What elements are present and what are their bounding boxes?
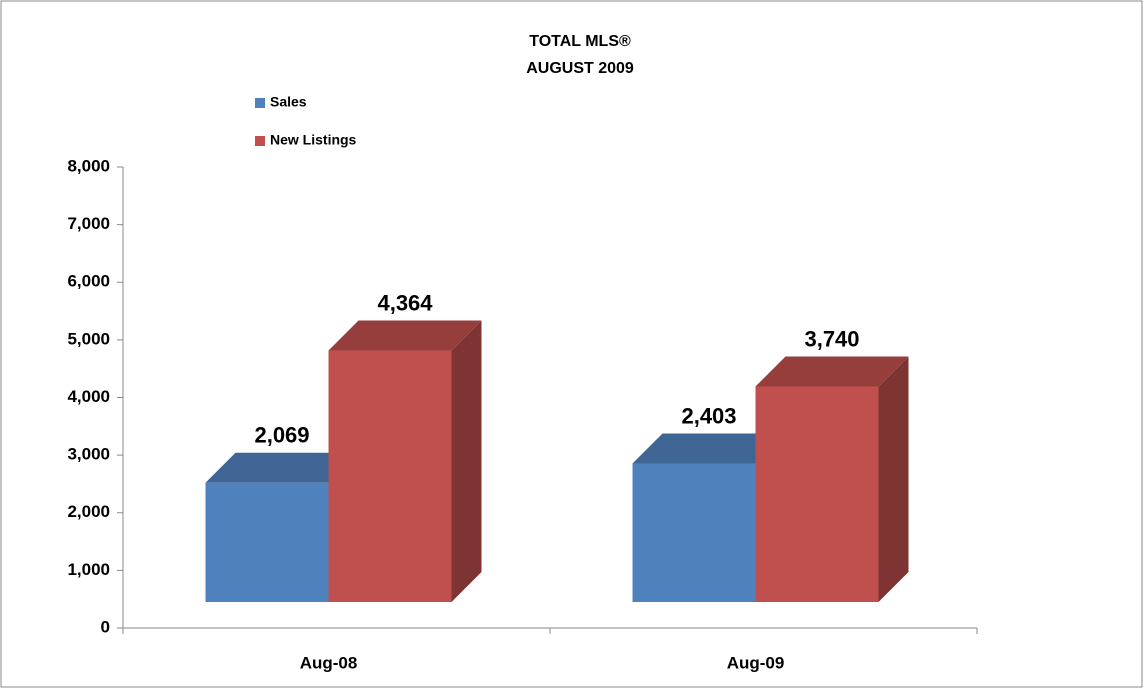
legend-swatch [255,136,265,146]
y-tick-label: 1,000 [67,560,110,579]
x-tick-label: Aug-09 [727,653,785,672]
bar [632,463,756,602]
y-tick-label: 7,000 [67,214,110,233]
y-tick-label: 2,000 [67,502,110,521]
bar-side [451,320,482,602]
chart-title: TOTAL MLS® [529,33,631,50]
y-tick-label: 5,000 [67,329,110,348]
legend-label: Sales [270,94,307,110]
data-label: 2,403 [681,403,736,428]
y-tick-label: 4,000 [67,387,110,406]
y-tick-label: 0 [101,617,110,636]
bar [755,386,879,602]
bar-top [755,356,909,387]
bar [205,482,329,602]
x-tick-label: Aug-08 [300,653,358,672]
y-tick-label: 6,000 [67,272,110,291]
data-label: 2,069 [254,423,309,448]
y-tick-label: 8,000 [67,156,110,175]
bar-top [328,320,482,351]
bar-top [205,452,359,483]
y-tick-label: 3,000 [67,445,110,464]
legend-swatch [255,98,265,108]
bar [328,350,452,602]
legend-label: New Listings [270,132,357,148]
chart-subtitle: AUGUST 2009 [526,60,634,77]
bar-top [632,433,786,464]
data-label: 4,364 [377,290,433,315]
bar-side [878,356,909,602]
data-label: 3,740 [804,326,859,351]
